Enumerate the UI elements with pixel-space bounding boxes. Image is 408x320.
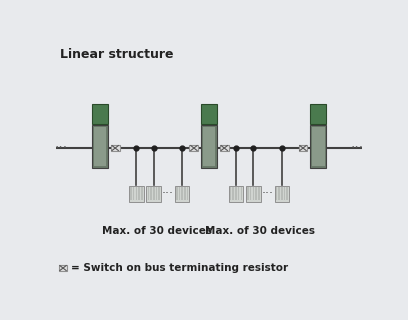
Bar	[258, 187, 259, 200]
Bar	[179, 187, 180, 200]
Text: Max. of 30 devices: Max. of 30 devices	[102, 226, 212, 236]
Bar	[241, 187, 242, 200]
Bar	[299, 145, 308, 151]
Bar	[250, 187, 251, 200]
Bar	[238, 187, 239, 200]
Bar	[176, 187, 177, 200]
Bar	[229, 186, 243, 202]
Bar	[129, 186, 144, 202]
Bar	[92, 124, 108, 168]
Bar	[175, 186, 189, 202]
Text: Linear structure: Linear structure	[60, 48, 174, 61]
Bar	[276, 187, 277, 200]
Bar	[233, 187, 234, 200]
Bar	[156, 187, 157, 200]
Bar	[246, 186, 261, 202]
Bar	[130, 187, 132, 200]
Bar	[235, 187, 237, 200]
Text: ···: ···	[54, 141, 67, 155]
Bar	[230, 187, 231, 200]
Bar	[187, 187, 188, 200]
Bar	[310, 104, 326, 124]
Bar	[286, 187, 288, 200]
Bar	[182, 187, 183, 200]
Bar	[146, 186, 161, 202]
Bar	[278, 187, 280, 200]
Bar	[135, 187, 137, 200]
Bar	[220, 145, 229, 151]
Text: ···: ···	[262, 187, 274, 200]
Bar	[92, 104, 108, 124]
Bar	[133, 187, 135, 200]
Bar	[310, 124, 326, 168]
Bar	[94, 127, 106, 166]
Bar	[247, 187, 249, 200]
Bar	[189, 145, 198, 151]
Bar	[141, 187, 142, 200]
Bar	[255, 187, 257, 200]
Bar	[275, 186, 289, 202]
Bar	[150, 187, 152, 200]
Bar	[203, 127, 215, 166]
Bar	[201, 104, 217, 124]
Bar	[201, 124, 217, 168]
Bar	[284, 187, 285, 200]
Bar	[59, 265, 67, 271]
Text: ···: ···	[162, 187, 174, 200]
Bar	[111, 145, 120, 151]
Text: ···: ···	[351, 141, 364, 155]
Bar	[253, 187, 254, 200]
Bar	[153, 187, 155, 200]
Bar	[148, 187, 149, 200]
Bar	[312, 127, 324, 166]
Bar	[184, 187, 186, 200]
Bar	[281, 187, 283, 200]
Bar	[138, 187, 140, 200]
Bar	[158, 187, 160, 200]
Text: Max. of 30 devices: Max. of 30 devices	[205, 226, 315, 236]
Text: = Switch on bus terminating resistor: = Switch on bus terminating resistor	[71, 263, 288, 273]
